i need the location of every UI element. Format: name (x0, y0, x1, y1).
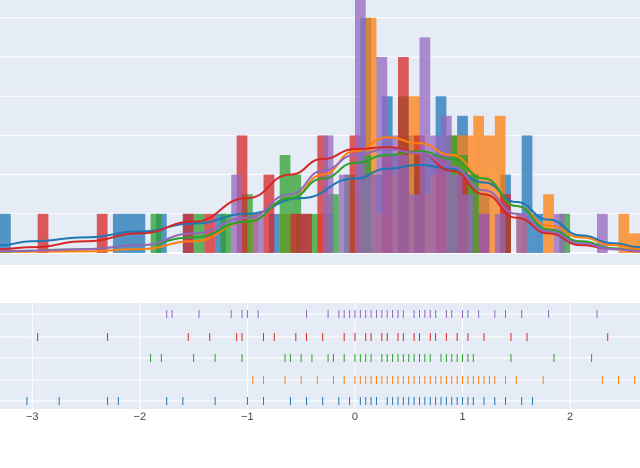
rug-gridlines (0, 303, 640, 409)
density-curve (0, 146, 640, 253)
density-curve (0, 163, 640, 249)
histogram-bar (365, 17, 377, 253)
histogram-bar (467, 174, 479, 253)
x-tick-label: −1 (241, 411, 254, 423)
histogram-bar (290, 213, 302, 253)
histogram-bar (397, 155, 409, 253)
histogram-bar (37, 213, 49, 253)
histogram-bar (430, 135, 442, 253)
histogram-bar (150, 213, 162, 253)
histogram-bar (462, 194, 474, 253)
histogram-bar (263, 174, 275, 253)
histogram-bar (532, 213, 544, 253)
histogram-bar (354, 0, 366, 254)
rug-panel (0, 303, 640, 409)
histogram-bar (451, 174, 463, 253)
histogram-bar (521, 135, 533, 253)
histogram-bar (0, 213, 11, 253)
histogram-bar (204, 213, 216, 253)
histogram-bar (408, 194, 420, 253)
x-tick-label: 1 (459, 411, 465, 423)
density-curve (0, 148, 640, 253)
histogram-bar (516, 213, 528, 253)
histogram-bar (252, 213, 264, 253)
histogram-bar (494, 115, 506, 254)
density-curve (0, 136, 640, 253)
x-tick-label: 2 (567, 411, 573, 423)
histogram-bar (478, 213, 490, 253)
histogram-bar (279, 155, 291, 253)
histogram-bar (338, 174, 350, 253)
histogram-bar (387, 135, 398, 253)
histogram-bar (322, 135, 334, 253)
histogram-bar (236, 135, 248, 253)
histogram-bar (494, 213, 506, 253)
histogram-bar (596, 213, 608, 253)
histogram-bar (629, 233, 640, 253)
density-curve (0, 150, 640, 253)
x-axis: −3 −2 −1 0 1 2 (26, 411, 573, 423)
histogram-bar (220, 213, 232, 253)
histogram-bar (301, 213, 312, 253)
histogram-bar (441, 115, 452, 254)
rug-marks (26, 310, 636, 405)
histogram-bar (618, 213, 630, 253)
histogram-bar (559, 213, 571, 253)
histogram-bar (543, 194, 554, 253)
density-curves (0, 136, 640, 253)
x-tick-label: −3 (26, 411, 39, 423)
x-tick-label: −2 (134, 411, 147, 423)
x-tick-label: 0 (352, 411, 358, 423)
histogram-bar (96, 213, 108, 253)
histogram-bar (365, 174, 377, 253)
histogram-bar (419, 37, 431, 253)
